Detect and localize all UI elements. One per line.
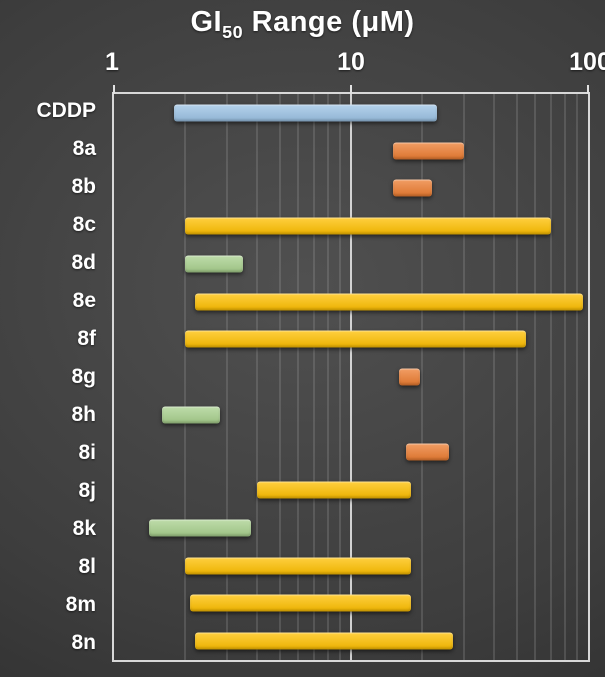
gridline-minor: [550, 94, 552, 660]
range-bar: [405, 443, 450, 461]
gridline-minor: [493, 94, 495, 660]
gridline-minor: [564, 94, 566, 660]
chart-title-suffix: Range (μM): [243, 6, 415, 38]
gridline-minor: [327, 94, 329, 660]
chart-title: GI50 Range (μM): [0, 6, 605, 43]
gridline-minor: [279, 94, 281, 660]
range-bar: [256, 481, 412, 499]
category-label: 8i: [78, 441, 96, 464]
range-bar: [185, 255, 243, 273]
gridline-minor: [226, 94, 228, 660]
y-axis-category-labels: CDDP 8a 8b 8c 8d 8e 8f 8g 8h 8i 8j 8k 8l 8m 8n: [0, 92, 112, 662]
category-label: 8n: [71, 631, 96, 654]
category-label: 8e: [72, 289, 96, 312]
x-axis-tickmark: [587, 85, 589, 94]
range-bar: [392, 179, 433, 197]
x-axis-tick-labels: 1 10 100: [105, 48, 605, 84]
range-bar: [190, 594, 412, 612]
category-label: CDDP: [36, 99, 96, 122]
gridline-minor: [516, 94, 518, 660]
chart-title-prefix: GI: [190, 6, 223, 38]
category-label: 8c: [72, 213, 96, 236]
range-bar: [185, 557, 412, 575]
x-axis-tickmark: [113, 85, 115, 94]
gridline-minor: [184, 94, 186, 660]
gridline-minor: [339, 94, 341, 660]
range-bar: [195, 632, 454, 650]
x-axis-tickmark: [350, 85, 352, 94]
range-bar: [399, 368, 420, 386]
gridline-minor: [256, 94, 258, 660]
category-label: 8k: [72, 517, 96, 540]
gridline-minor: [463, 94, 465, 660]
range-bar: [162, 406, 220, 424]
range-bar: [185, 217, 552, 235]
range-bar: [195, 293, 583, 311]
gridline-layer: [114, 94, 588, 660]
category-label: 8l: [78, 555, 96, 578]
chart-title-subscript: 50: [222, 21, 244, 42]
category-label: 8m: [65, 593, 96, 616]
gridline-minor: [297, 94, 299, 660]
x-axis-tick-label: 1: [105, 48, 119, 76]
category-label: 8b: [71, 175, 96, 198]
category-label: 8h: [71, 403, 96, 426]
category-label: 8j: [78, 479, 96, 502]
category-label: 8f: [77, 327, 96, 350]
bar-layer: [114, 94, 588, 660]
gridline-minor: [576, 94, 578, 660]
range-bar: [174, 104, 437, 122]
range-bar: [148, 519, 252, 537]
category-label: 8g: [71, 365, 96, 388]
gridline-minor: [313, 94, 315, 660]
tick-layer: [113, 85, 589, 660]
plot-area: [112, 85, 590, 662]
x-axis-tick-label: 100: [569, 48, 605, 76]
gridline-minor: [421, 94, 423, 660]
range-bar: [392, 142, 465, 160]
gridline-major: [350, 94, 352, 660]
category-label: 8a: [72, 137, 96, 160]
x-axis-tick-label: 10: [337, 48, 365, 76]
category-label: 8d: [71, 251, 96, 274]
gridline-minor: [534, 94, 536, 660]
range-bar: [185, 330, 527, 348]
